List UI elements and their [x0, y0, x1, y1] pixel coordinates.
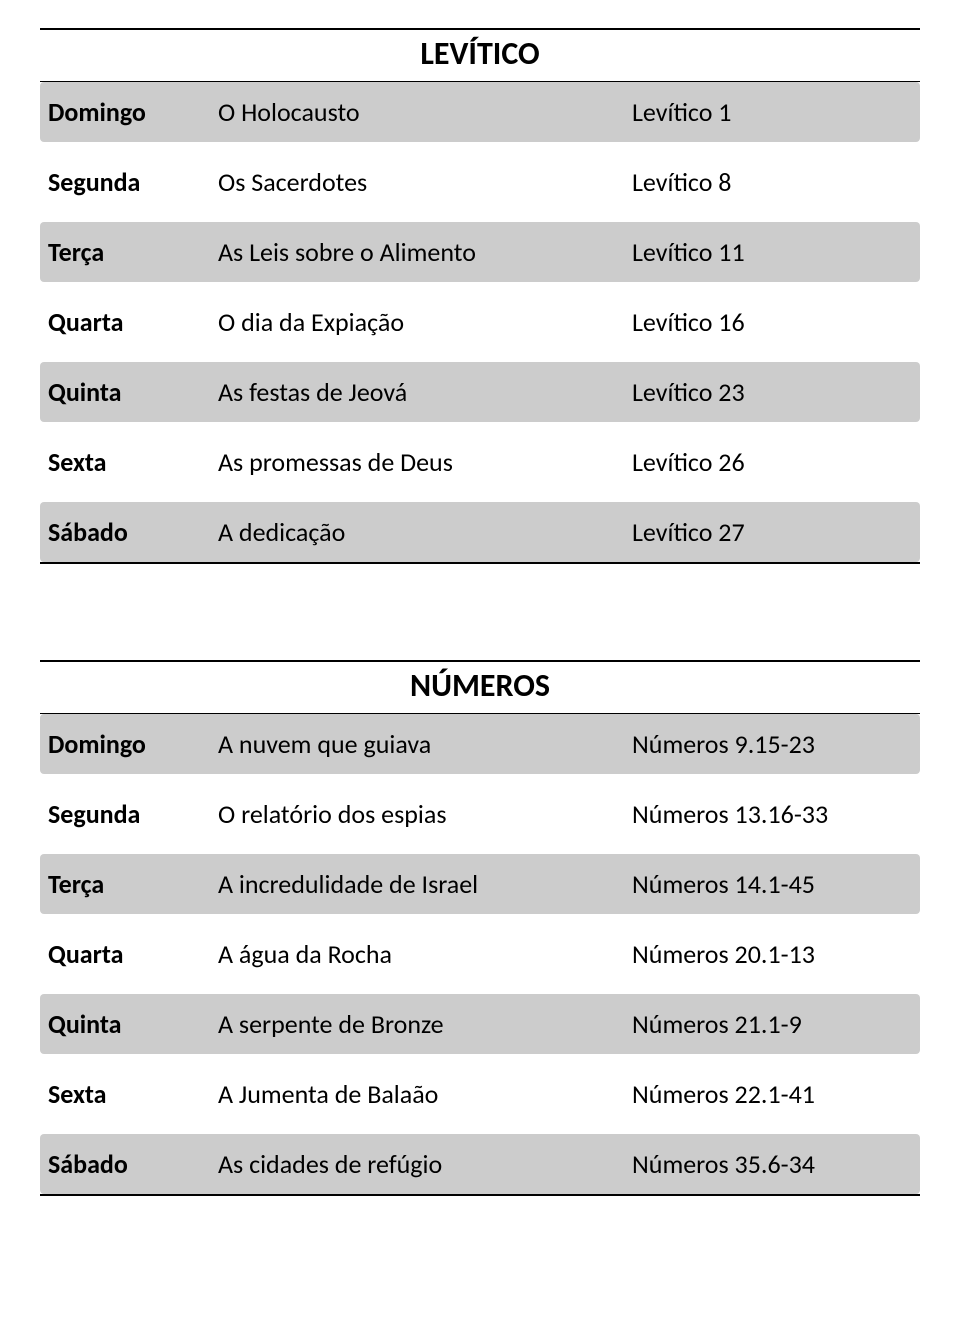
row-gap	[40, 492, 920, 502]
row-gap	[40, 212, 920, 222]
day-cell: Terça	[48, 868, 218, 900]
ref-cell: Levítico 11	[632, 236, 912, 268]
day-cell: Domingo	[48, 96, 218, 128]
topic-cell: As Leis sobre o Alimento	[218, 236, 632, 268]
table-row: Terça As Leis sobre o Alimento Levítico …	[40, 222, 920, 282]
day-cell: Quarta	[48, 938, 218, 970]
section-title: NÚMEROS	[40, 662, 920, 714]
day-cell: Quinta	[48, 1008, 218, 1040]
topic-cell: Os Sacerdotes	[218, 166, 632, 198]
table-row: Sexta As promessas de Deus Levítico 26	[40, 432, 920, 492]
ref-cell: Números 13.16-33	[632, 798, 912, 830]
ref-cell: Levítico 1	[632, 96, 912, 128]
row-gap	[40, 774, 920, 784]
table-row: Sábado As cidades de refúgio Números 35.…	[40, 1134, 920, 1194]
table-row: Segunda Os Sacerdotes Levítico 8	[40, 152, 920, 212]
topic-cell: A Jumenta de Balaão	[218, 1078, 632, 1110]
topic-cell: As festas de Jeová	[218, 376, 632, 408]
day-cell: Quinta	[48, 376, 218, 408]
day-cell: Segunda	[48, 166, 218, 198]
topic-cell: O Holocausto	[218, 96, 632, 128]
row-gap	[40, 844, 920, 854]
topic-cell: A incredulidade de Israel	[218, 868, 632, 900]
ref-cell: Levítico 26	[632, 446, 912, 478]
row-gap	[40, 352, 920, 362]
ref-cell: Números 22.1-41	[632, 1078, 912, 1110]
row-gap	[40, 1124, 920, 1134]
row-gap	[40, 914, 920, 924]
table-row: Quinta A serpente de Bronze Números 21.1…	[40, 994, 920, 1054]
topic-cell: As promessas de Deus	[218, 446, 632, 478]
row-gap	[40, 984, 920, 994]
reading-table-numeros: NÚMEROS Domingo A nuvem que guiava Númer…	[40, 660, 920, 1196]
ref-cell: Levítico 23	[632, 376, 912, 408]
table-row: Domingo A nuvem que guiava Números 9.15-…	[40, 714, 920, 774]
row-gap	[40, 1054, 920, 1064]
ref-cell: Números 9.15-23	[632, 728, 912, 760]
table-row: Segunda O relatório dos espias Números 1…	[40, 784, 920, 844]
day-cell: Domingo	[48, 728, 218, 760]
table-row: Domingo O Holocausto Levítico 1	[40, 82, 920, 142]
topic-cell: As cidades de refúgio	[218, 1148, 632, 1180]
day-cell: Segunda	[48, 798, 218, 830]
table-row: Sábado A dedicação Levítico 27	[40, 502, 920, 562]
day-cell: Sexta	[48, 1078, 218, 1110]
row-gap	[40, 422, 920, 432]
day-cell: Quarta	[48, 306, 218, 338]
ref-cell: Números 21.1-9	[632, 1008, 912, 1040]
ref-cell: Números 14.1-45	[632, 868, 912, 900]
ref-cell: Números 35.6-34	[632, 1148, 912, 1180]
topic-cell: A nuvem que guiava	[218, 728, 632, 760]
topic-cell: A dedicação	[218, 516, 632, 548]
table-row: Quarta A água da Rocha Números 20.1-13	[40, 924, 920, 984]
table-row: Quinta As festas de Jeová Levítico 23	[40, 362, 920, 422]
table-row: Terça A incredulidade de Israel Números …	[40, 854, 920, 914]
topic-cell: O dia da Expiação	[218, 306, 632, 338]
section-title: LEVÍTICO	[40, 30, 920, 82]
topic-cell: O relatório dos espias	[218, 798, 632, 830]
table-row: Sexta A Jumenta de Balaão Números 22.1-4…	[40, 1064, 920, 1124]
ref-cell: Números 20.1-13	[632, 938, 912, 970]
ref-cell: Levítico 27	[632, 516, 912, 548]
day-cell: Sábado	[48, 516, 218, 548]
day-cell: Terça	[48, 236, 218, 268]
table-row: Quarta O dia da Expiação Levítico 16	[40, 292, 920, 352]
row-gap	[40, 142, 920, 152]
day-cell: Sexta	[48, 446, 218, 478]
reading-table-levitico: LEVÍTICO Domingo O Holocausto Levítico 1…	[40, 28, 920, 564]
row-gap	[40, 282, 920, 292]
topic-cell: A serpente de Bronze	[218, 1008, 632, 1040]
topic-cell: A água da Rocha	[218, 938, 632, 970]
ref-cell: Levítico 16	[632, 306, 912, 338]
ref-cell: Levítico 8	[632, 166, 912, 198]
day-cell: Sábado	[48, 1148, 218, 1180]
